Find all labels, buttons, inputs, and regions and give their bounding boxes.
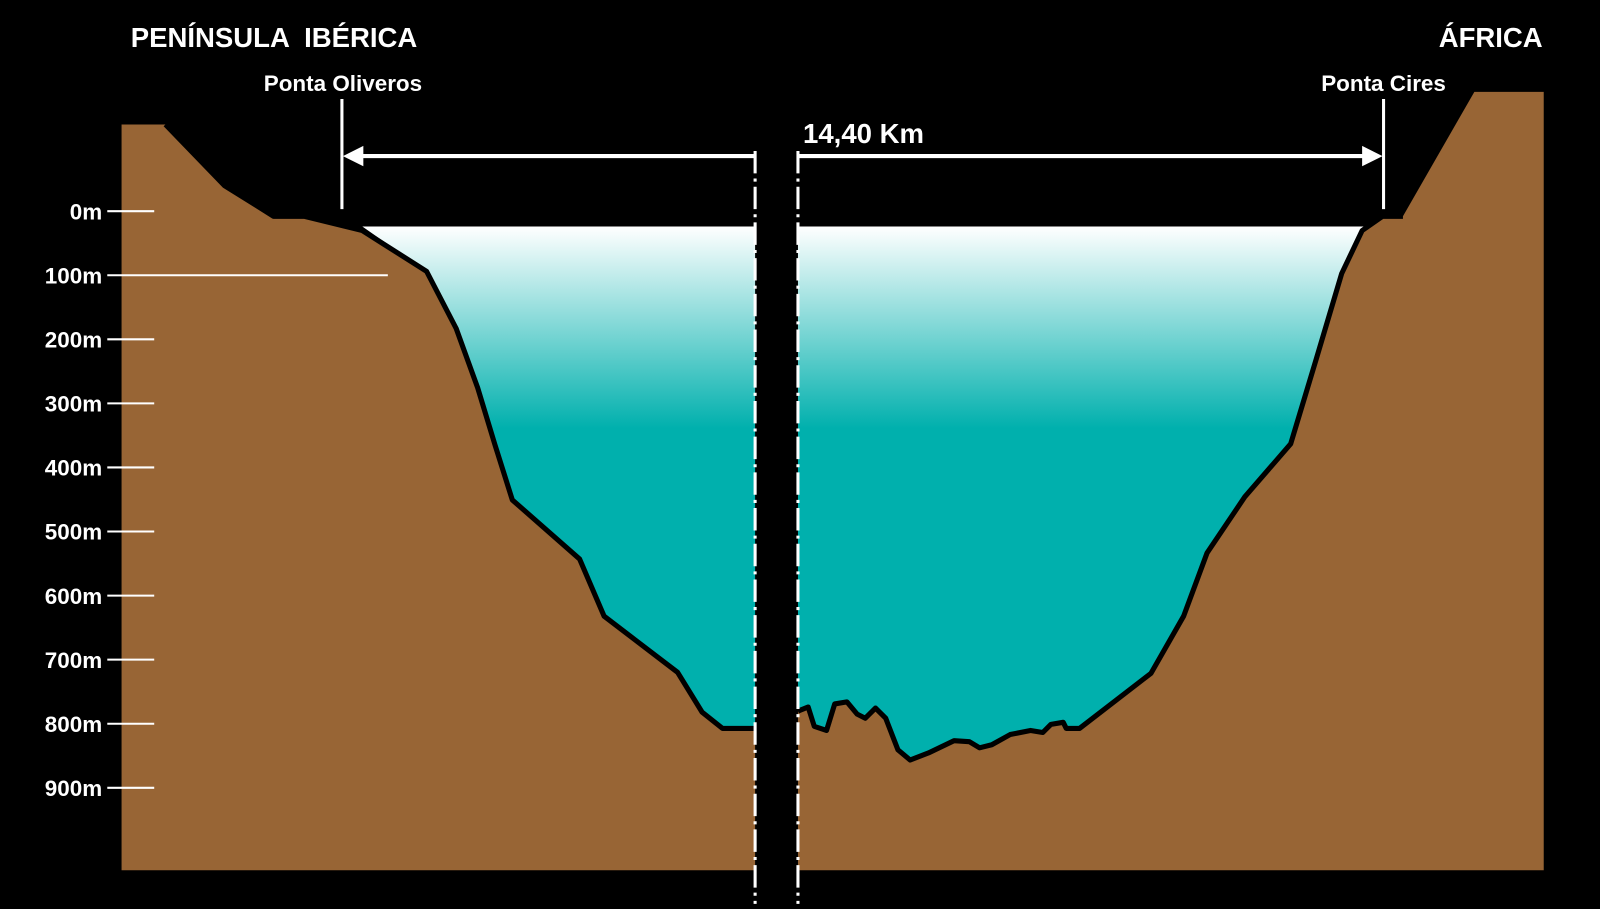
land-left: [121, 124, 756, 871]
distance-label: 14,40 Km: [803, 118, 924, 149]
point-label: Ponta Cires: [1321, 71, 1446, 96]
region-title: ÁFRICA: [1439, 22, 1543, 53]
point-label: Ponta Oliveros: [264, 71, 422, 96]
region-title: PENÍNSULA IBÉRICA: [131, 22, 418, 53]
depth-label: 600m: [45, 584, 102, 609]
depth-label: 0m: [70, 199, 102, 224]
depth-axis: 0m 100m 200m 300m 400m 500m 600m 700m 800m 900m: [45, 199, 388, 801]
coastline-right: [797, 213, 1403, 763]
water-left: [362, 226, 756, 729]
coastline-left: [163, 122, 756, 731]
depth-label: 300m: [45, 392, 102, 417]
depth-label: 400m: [45, 456, 102, 481]
depth-label: 100m: [45, 263, 102, 288]
arrow-head: [1362, 145, 1383, 167]
arrow-head: [342, 145, 364, 167]
depth-label: 500m: [45, 520, 102, 545]
depth-label: 900m: [45, 776, 102, 801]
depth-label: 800m: [45, 712, 102, 737]
depth-label: 200m: [45, 327, 102, 352]
water-right: [797, 226, 1366, 761]
depth-label: 700m: [45, 648, 102, 673]
land-right: [797, 91, 1544, 871]
